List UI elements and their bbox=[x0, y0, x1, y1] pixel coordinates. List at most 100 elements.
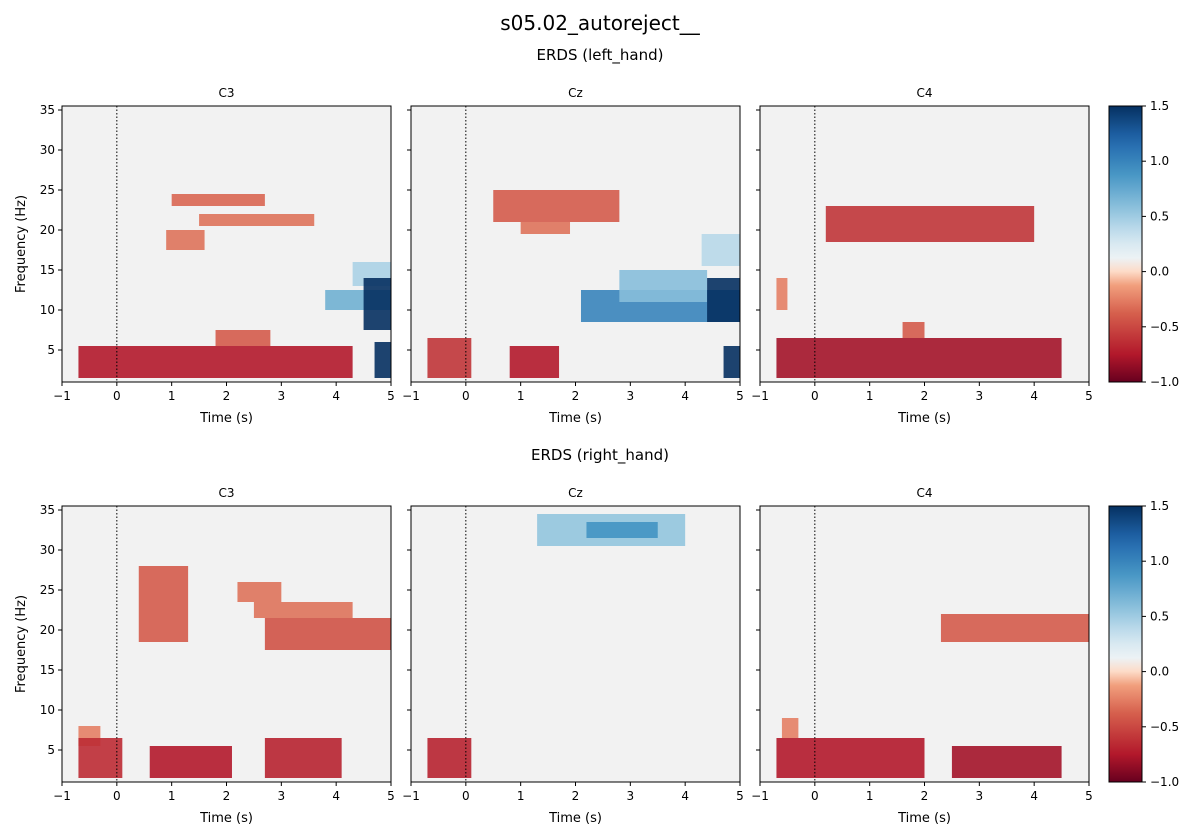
panel-title: C3 bbox=[218, 486, 234, 500]
x-tick-label: 2 bbox=[223, 389, 231, 403]
colorbar-tick-label: 0.0 bbox=[1150, 265, 1169, 279]
heatmap-cells bbox=[776, 206, 1062, 378]
heatmap-region bbox=[619, 270, 708, 302]
x-tick-label: 5 bbox=[736, 389, 744, 403]
x-tick-label: 5 bbox=[387, 789, 395, 803]
x-tick-label: 1 bbox=[517, 789, 525, 803]
heatmap-region bbox=[264, 618, 391, 650]
x-tick-label: 5 bbox=[736, 789, 744, 803]
x-tick-label: 4 bbox=[1030, 389, 1038, 403]
row-title: ERDS (left_hand) bbox=[537, 46, 664, 65]
x-tick-label: 2 bbox=[223, 789, 231, 803]
y-tick-label: 10 bbox=[40, 303, 55, 317]
heatmap-region bbox=[493, 190, 620, 222]
heatmap-region bbox=[520, 222, 571, 234]
heatmap-region bbox=[781, 718, 799, 738]
heatmap-region bbox=[253, 602, 353, 618]
panel-c3: C3 −1 0 1 2 3 4 5 Time (s) 5 10 15 20 25 30 35 Frequency… bbox=[14, 486, 395, 826]
x-tick-label: 1 bbox=[168, 389, 176, 403]
x-tick-label: 4 bbox=[681, 389, 689, 403]
x-tick-label: 4 bbox=[681, 789, 689, 803]
y-tick-label: 10 bbox=[40, 703, 55, 717]
heatmap-cells bbox=[427, 514, 686, 778]
heatmap-region bbox=[78, 738, 123, 778]
heatmap-region bbox=[363, 278, 391, 330]
x-axis-label: Time (s) bbox=[548, 411, 602, 426]
x-axis-label: Time (s) bbox=[199, 411, 253, 426]
y-tick-label: 20 bbox=[40, 623, 55, 637]
x-tick-label: −1 bbox=[402, 789, 420, 803]
x-tick-label: −1 bbox=[751, 789, 769, 803]
heatmap-region bbox=[825, 206, 1035, 242]
heatmap-region bbox=[902, 322, 925, 338]
x-tick-label: 3 bbox=[627, 389, 635, 403]
colorbar-tick-label: −0.5 bbox=[1150, 320, 1179, 334]
colorbar: 1.5 1.0 0.5 0.0 −0.5 −1.0 bbox=[1108, 99, 1179, 389]
x-tick-label: 1 bbox=[168, 789, 176, 803]
x-tick-label: 4 bbox=[1030, 789, 1038, 803]
x-axis-label: Time (s) bbox=[548, 811, 602, 826]
colorbar-tick-label: 0.0 bbox=[1150, 665, 1169, 679]
x-tick-label: 2 bbox=[921, 389, 929, 403]
x-tick-label: 3 bbox=[627, 789, 635, 803]
y-tick-label: 35 bbox=[40, 103, 55, 117]
panel-c4: C4 −1 0 1 2 3 4 5 Time (s) bbox=[751, 486, 1093, 826]
x-tick-label: 2 bbox=[921, 789, 929, 803]
heatmap-region bbox=[951, 746, 1062, 778]
panel-cz: Cz −1 0 1 2 3 4 5 Time (s) bbox=[402, 486, 744, 826]
x-tick-label: 0 bbox=[113, 389, 121, 403]
y-axis-label: Frequency (Hz) bbox=[14, 595, 29, 693]
x-tick-label: −1 bbox=[751, 389, 769, 403]
heatmap-region bbox=[149, 746, 232, 778]
y-tick-label: 35 bbox=[40, 503, 55, 517]
heatmap-region bbox=[776, 738, 925, 778]
y-tick-label: 15 bbox=[40, 263, 55, 277]
heatmap-cells bbox=[776, 614, 1089, 778]
heatmap-region bbox=[723, 346, 740, 378]
panel-c3: C3 −1 0 1 2 3 4 5 Time (s) 5 10 15 20 25 30 35 Frequency… bbox=[14, 86, 395, 426]
panel-title: C4 bbox=[916, 86, 932, 100]
x-tick-label: 1 bbox=[866, 789, 874, 803]
y-tick-label: 5 bbox=[47, 743, 55, 757]
row-title: ERDS (right_hand) bbox=[531, 446, 669, 465]
x-tick-label: 2 bbox=[572, 789, 580, 803]
colorbar-tick-label: −1.0 bbox=[1150, 775, 1179, 789]
heatmap-region bbox=[374, 342, 391, 378]
heatmap-region bbox=[776, 278, 788, 310]
x-axis-label: Time (s) bbox=[897, 811, 951, 826]
x-tick-label: 5 bbox=[1085, 389, 1093, 403]
heatmap-region bbox=[199, 214, 315, 226]
heatmap-region bbox=[78, 346, 353, 378]
x-tick-label: 0 bbox=[462, 789, 470, 803]
heatmap-region bbox=[427, 338, 472, 378]
y-tick-label: 5 bbox=[47, 343, 55, 357]
colorbar-tick-label: 1.0 bbox=[1150, 554, 1169, 568]
x-tick-label: 1 bbox=[866, 389, 874, 403]
heatmap-region bbox=[776, 338, 1062, 378]
heatmap-region bbox=[427, 738, 472, 778]
x-tick-label: 3 bbox=[278, 389, 286, 403]
heatmap-region bbox=[171, 194, 265, 206]
x-tick-label: 2 bbox=[572, 389, 580, 403]
x-tick-label: 5 bbox=[1085, 789, 1093, 803]
figure-title: s05.02_autoreject__ bbox=[500, 11, 700, 35]
x-axis-label: Time (s) bbox=[199, 811, 253, 826]
heatmap-region bbox=[707, 278, 740, 322]
heatmap-region bbox=[586, 522, 658, 538]
x-tick-label: 0 bbox=[811, 789, 819, 803]
y-tick-label: 15 bbox=[40, 663, 55, 677]
heatmap-cells bbox=[78, 194, 391, 378]
x-tick-label: 5 bbox=[387, 389, 395, 403]
panel-title: Cz bbox=[568, 486, 583, 500]
heatmap-cells bbox=[78, 566, 391, 778]
colorbar-tick-label: 1.5 bbox=[1150, 99, 1169, 113]
x-tick-label: 0 bbox=[113, 789, 121, 803]
x-tick-label: 3 bbox=[976, 389, 984, 403]
heatmap-region bbox=[166, 230, 205, 250]
colorbar: 1.5 1.0 0.5 0.0 −0.5 −1.0 bbox=[1108, 499, 1179, 789]
heatmap-region bbox=[138, 566, 189, 642]
colorbar-bar bbox=[1108, 105, 1143, 383]
colorbar-bar bbox=[1108, 505, 1143, 783]
